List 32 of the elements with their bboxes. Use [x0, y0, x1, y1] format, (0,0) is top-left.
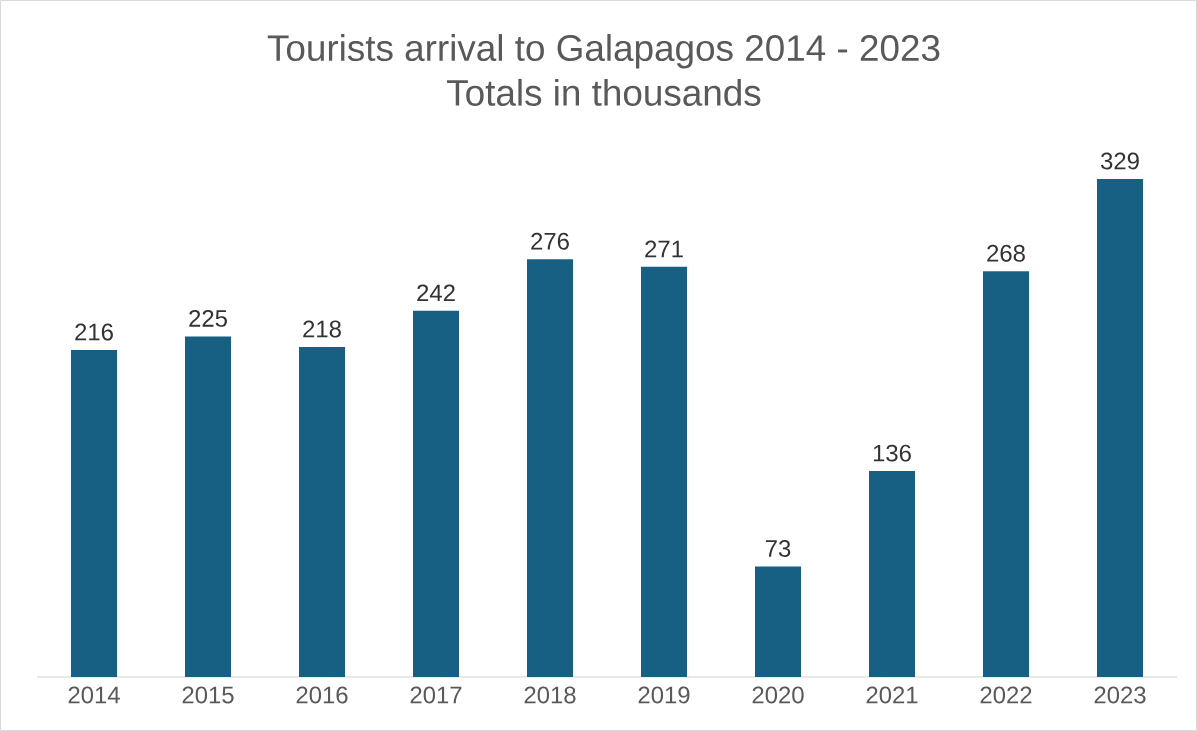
data-label: 73 — [765, 540, 791, 557]
bar — [1097, 178, 1143, 677]
data-label: 271 — [645, 240, 683, 258]
x-tick-label: 2015 — [182, 686, 234, 704]
bar — [527, 259, 574, 677]
bar — [755, 566, 801, 677]
x-tick-label: 2019 — [638, 686, 690, 704]
bar — [641, 266, 687, 677]
x-tick-label: 2023 — [1094, 686, 1146, 704]
bar — [983, 271, 1029, 677]
data-label: 218 — [303, 320, 341, 338]
data-label: 136 — [873, 444, 911, 462]
bar — [869, 471, 915, 677]
bar — [413, 310, 460, 677]
data-label: 216 — [75, 323, 113, 341]
data-label: 268 — [987, 244, 1025, 262]
bar — [71, 350, 118, 677]
x-tick-label: 2014 — [68, 686, 120, 704]
bar — [185, 336, 232, 677]
x-tick-label: 2016 — [296, 686, 348, 704]
bar — [299, 346, 346, 677]
data-label: 242 — [417, 284, 455, 302]
chart-subtitle: Totals in thousands — [447, 78, 761, 106]
x-tick-label: 2020 — [752, 686, 804, 704]
data-label: 276 — [531, 232, 569, 250]
x-tick-label: 2021 — [866, 686, 918, 704]
chart-title: Tourists arrival to Galapagos 2014 - 2023 — [267, 34, 940, 69]
x-tick-label: 2022 — [980, 686, 1032, 704]
data-label: 329 — [1100, 152, 1139, 170]
data-label: 225 — [189, 309, 227, 327]
x-tick-label: 2018 — [524, 686, 576, 704]
x-tick-label: 2017 — [410, 686, 462, 704]
